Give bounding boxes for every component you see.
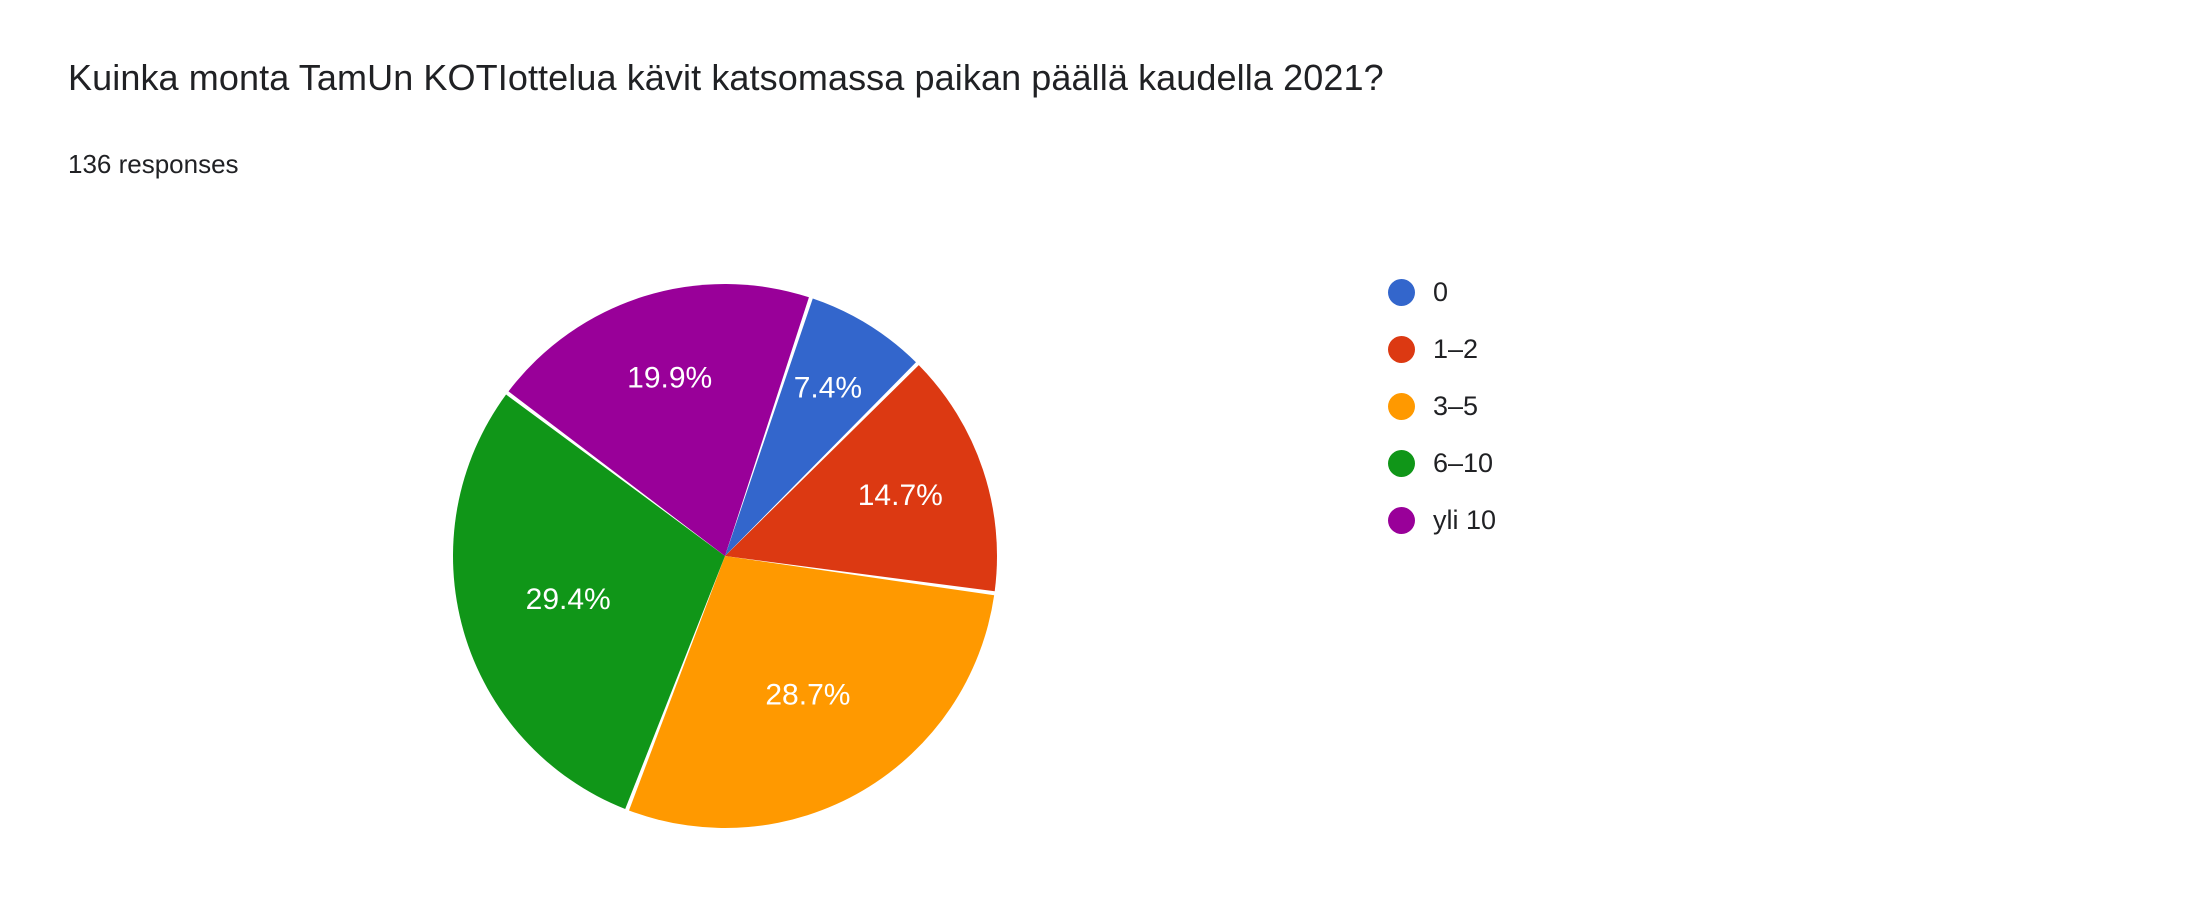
pie-slice[interactable] [508,284,809,556]
legend-item[interactable]: 6–10 [1388,443,1808,483]
legend-item-label: yli 10 [1433,505,1497,535]
pie-slice[interactable] [628,556,995,829]
pie-slice[interactable] [725,298,916,556]
pie-slice-value-label: 19.9% [627,361,712,394]
response-count-label: 136 responses [68,149,239,179]
legend-item[interactable]: 3–5 [1388,386,1808,426]
pie-slice-value-label: 7.4% [794,371,862,404]
pie-slice-value-label: 28.7% [765,679,850,712]
pie-slice[interactable] [453,394,725,810]
pie-slice-value-label: 14.7% [858,479,943,512]
page-title: Kuinka monta TamUn KOTIottelua kävit kat… [68,57,1384,98]
pie-chart-svg: 7.4% 14.7% 28.7% 29.4% 19.9% [453,284,997,829]
pie-slice[interactable] [725,365,997,592]
pie-slice-value-label: 29.4% [526,583,611,616]
pie-chart: 7.4% 14.7% 28.7% 29.4% 19.9% [445,276,1005,836]
pie-slice-label-group: 7.4% 14.7% 28.7% 29.4% 19.9% [526,361,943,711]
legend-swatch-icon [1388,278,1415,306]
legend-item[interactable]: 0 [1388,272,1808,312]
legend-item-label: 3–5 [1433,391,1479,421]
pie-slice-group [453,284,997,829]
legend-swatch-icon [1388,506,1415,534]
chart-legend: 0 1–2 3–5 6–10 yli 10 [1388,272,1808,557]
legend-swatch-icon [1388,449,1415,477]
legend-item[interactable]: 1–2 [1388,329,1808,369]
legend-swatch-icon [1388,392,1415,420]
legend-item-label: 0 [1433,277,1449,307]
legend-item[interactable]: yli 10 [1388,500,1808,540]
legend-item-label: 6–10 [1433,448,1494,478]
legend-swatch-icon [1388,335,1415,363]
legend-item-label: 1–2 [1433,334,1479,364]
chart-area: 7.4% 14.7% 28.7% 29.4% 19.9% 0 1–2 3–5 6–10 yli … [0,250,2196,870]
